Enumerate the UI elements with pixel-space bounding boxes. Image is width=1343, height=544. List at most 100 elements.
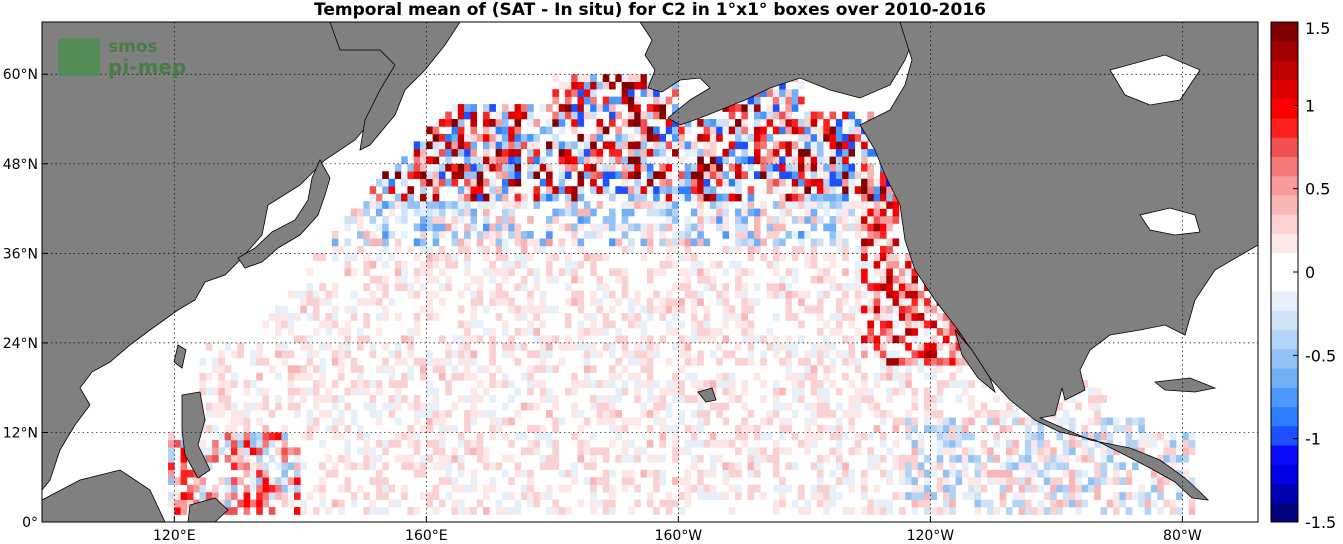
heatmap-cell [275, 320, 282, 329]
heatmap-cell [388, 201, 396, 209]
heatmap-cell [753, 335, 761, 344]
heatmap-cell [558, 186, 566, 194]
heatmap-cell [936, 447, 944, 456]
heatmap-cell [571, 89, 578, 97]
heatmap-cell [627, 469, 635, 478]
heatmap-cell [420, 365, 427, 374]
heatmap-cell [640, 156, 648, 165]
heatmap-cell [237, 477, 244, 485]
heatmap-cell [438, 410, 446, 418]
heatmap-cell [609, 417, 616, 426]
heatmap-cell [306, 492, 314, 500]
heatmap-cell [571, 238, 578, 247]
heatmap-cell [653, 148, 660, 157]
heatmap-cell [577, 380, 585, 388]
heatmap-cell [892, 372, 900, 381]
heatmap-cell [823, 492, 830, 500]
heatmap-cell [312, 350, 320, 359]
heatmap-cell [413, 171, 421, 180]
heatmap-cell [489, 238, 496, 247]
heatmap-cell [1068, 424, 1076, 433]
heatmap-cell [312, 380, 320, 388]
heatmap-cell [457, 484, 465, 493]
heatmap-cell [735, 268, 742, 277]
heatmap-cell [527, 402, 534, 411]
heatmap-cell [394, 402, 402, 411]
heatmap-cell [312, 305, 320, 314]
heatmap-cell [867, 432, 874, 441]
heatmap-cell [470, 335, 478, 344]
heatmap-cell [363, 260, 370, 269]
heatmap-cell [1037, 432, 1045, 441]
heatmap-cell [735, 171, 742, 180]
heatmap-cell [810, 253, 818, 262]
heatmap-cell [483, 119, 490, 127]
heatmap-cell [747, 230, 755, 239]
heatmap-cell [898, 275, 906, 284]
heatmap-cell [653, 454, 660, 463]
heatmap-cell [772, 484, 780, 493]
heatmap-cell [716, 156, 723, 165]
heatmap-cell [684, 492, 692, 500]
heatmap-cell [464, 260, 471, 269]
heatmap-cell [665, 305, 673, 314]
heatmap-cell [785, 119, 793, 127]
heatmap-cell [546, 350, 553, 359]
heatmap-cell [879, 410, 887, 418]
heatmap-cell [640, 163, 648, 172]
heatmap-cell [924, 492, 931, 500]
heatmap-cell [577, 327, 585, 336]
heatmap-cell [659, 230, 667, 239]
heatmap-cell [697, 357, 704, 366]
heatmap-cell [747, 462, 755, 471]
heatmap-cell [879, 320, 887, 329]
heatmap-cell [457, 201, 465, 209]
heatmap-cell [470, 350, 478, 359]
heatmap-cell [1157, 507, 1164, 515]
heatmap-cell [464, 201, 471, 209]
heatmap-cell [898, 372, 906, 381]
heatmap-cell [470, 313, 478, 321]
heatmap-cell [665, 208, 673, 217]
heatmap-cell [495, 119, 503, 127]
heatmap-cell [609, 171, 616, 180]
heatmap-cell [552, 119, 559, 127]
heatmap-cell [798, 119, 805, 127]
heatmap-cell [476, 335, 484, 344]
heatmap-cell [243, 410, 251, 418]
heatmap-cell [237, 432, 244, 441]
heatmap-cell [848, 380, 856, 388]
heatmap-cell [445, 148, 452, 157]
heatmap-cell [892, 439, 900, 448]
heatmap-cell [470, 186, 478, 194]
heatmap-cell [993, 410, 1000, 418]
heatmap-cell [1119, 492, 1126, 500]
heatmap-cell [678, 178, 685, 187]
heatmap-cell [602, 216, 610, 224]
heatmap-cell [672, 477, 679, 485]
heatmap-cell [747, 469, 755, 478]
heatmap-cell [980, 439, 988, 448]
heatmap-cell [438, 499, 446, 508]
heatmap-cell [527, 290, 534, 299]
heatmap-cell [609, 268, 616, 277]
heatmap-cell [508, 335, 515, 344]
heatmap-cell [665, 178, 673, 187]
heatmap-cell [1018, 417, 1026, 426]
heatmap-cell [539, 395, 547, 403]
heatmap-cell [483, 156, 490, 165]
heatmap-cell [268, 507, 276, 515]
heatmap-cell [621, 477, 629, 485]
heatmap-cell [546, 365, 553, 374]
heatmap-cell [375, 275, 383, 284]
heatmap-cell [892, 357, 900, 366]
heatmap-cell [243, 469, 251, 478]
heatmap-cell [331, 462, 339, 471]
heatmap-cell [835, 126, 843, 135]
heatmap-cell [709, 327, 717, 336]
heatmap-cell [495, 216, 503, 224]
heatmap-cell [243, 492, 251, 500]
heatmap-cell [678, 477, 685, 485]
heatmap-cell [760, 253, 767, 262]
